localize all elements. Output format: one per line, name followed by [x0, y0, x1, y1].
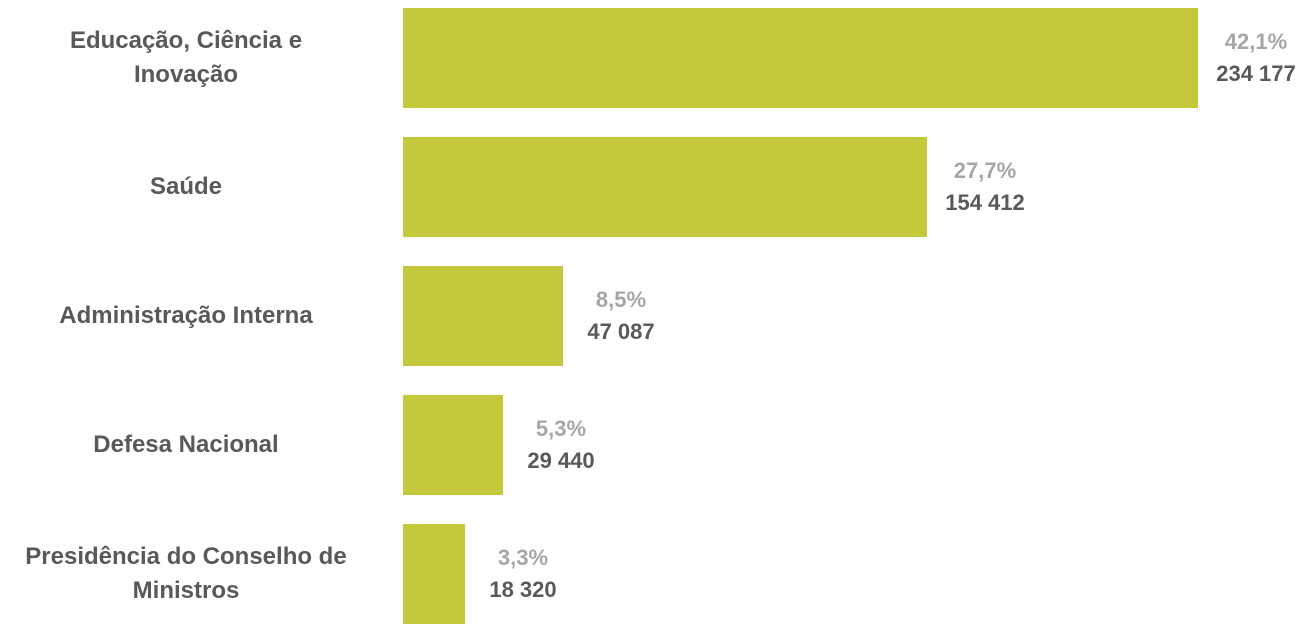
bar [403, 524, 465, 624]
value-label: 47 087 [587, 319, 655, 344]
data-label: 5,3% 29 440 [527, 413, 594, 477]
bar [403, 137, 927, 237]
category-label: Administração Interna [59, 302, 313, 329]
data-label: 3,3% 18 320 [489, 542, 556, 606]
percent-label: 27,7% [953, 158, 1017, 183]
data-label: 42,1% 234 177 [1216, 26, 1296, 90]
percent-label: 42,1% [1224, 29, 1288, 54]
value-label: 29 440 [527, 448, 595, 473]
percent-label: 8,5% [595, 287, 647, 312]
category-label: Defesa Nacional [93, 431, 279, 458]
category-label: Presidência do Conselho de Ministros [25, 543, 347, 604]
value-label: 154 412 [945, 190, 1025, 215]
bar [403, 395, 503, 495]
category-label: Saúde [149, 173, 223, 200]
bar [403, 8, 1198, 108]
percent-label: 3,3% [497, 545, 549, 570]
data-label: 27,7% 154 412 [945, 155, 1025, 219]
bar [403, 266, 563, 366]
value-label: 18 320 [489, 577, 557, 602]
data-label: 8,5% 47 087 [587, 284, 654, 348]
category-label: Educação, Ciência e Inovação [69, 27, 303, 88]
percent-label: 5,3% [535, 416, 587, 441]
value-label: 234 177 [1216, 61, 1296, 86]
